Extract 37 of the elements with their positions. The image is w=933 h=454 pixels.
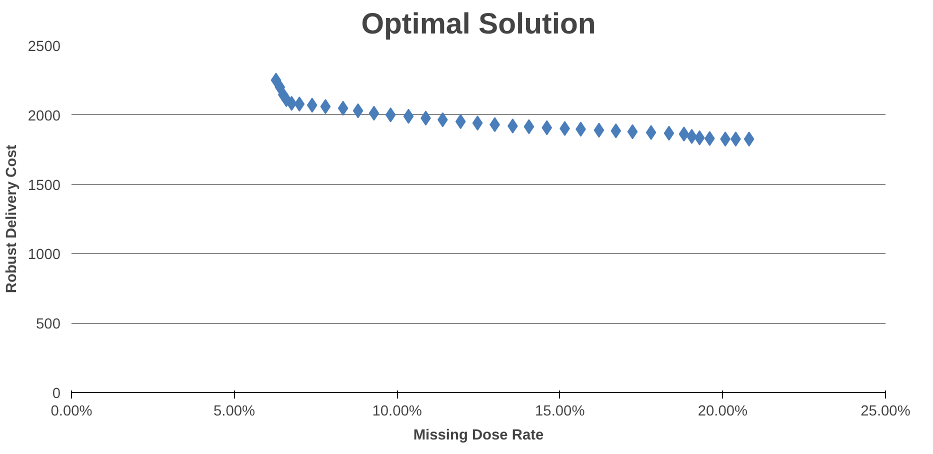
point: [594, 122, 604, 138]
point: [338, 100, 348, 116]
point: [403, 108, 414, 124]
point: [368, 106, 380, 121]
point: [306, 98, 318, 113]
chart-title: Optimal Solution: [361, 8, 596, 40]
point: [678, 126, 690, 142]
x-tick-label: 20.00%: [698, 404, 748, 420]
point: [472, 116, 483, 131]
point: [744, 132, 754, 147]
point: [694, 130, 705, 146]
y-tick-label: 2500: [28, 39, 61, 55]
y-tick-label: 1000: [28, 247, 61, 264]
point: [646, 125, 656, 140]
y-tick-label: 2000: [28, 108, 61, 124]
x-tick-label: 15.00%: [535, 404, 585, 420]
x-tick-label: 25.00%: [860, 404, 910, 420]
y-axis-title: Robust Delivery Cost: [4, 144, 20, 294]
point: [664, 126, 674, 141]
x-tick-label: 0.00%: [50, 404, 92, 420]
y-tick-label: 1500: [28, 178, 61, 194]
point: [455, 114, 466, 130]
point: [542, 120, 552, 136]
point: [286, 96, 297, 111]
x-axis-title: Missing Dose Rate: [413, 428, 544, 444]
x-tick-label: 10.00%: [372, 404, 422, 420]
point: [560, 121, 570, 136]
point: [385, 107, 396, 122]
point: [524, 119, 534, 134]
y-tick-label: 500: [36, 316, 61, 333]
point: [610, 123, 622, 138]
point: [320, 99, 331, 114]
y-tick-label: 0: [52, 386, 61, 402]
point: [294, 96, 305, 112]
x-tick-label: 5.00%: [214, 404, 256, 420]
point: [352, 103, 364, 118]
point: [627, 124, 638, 140]
